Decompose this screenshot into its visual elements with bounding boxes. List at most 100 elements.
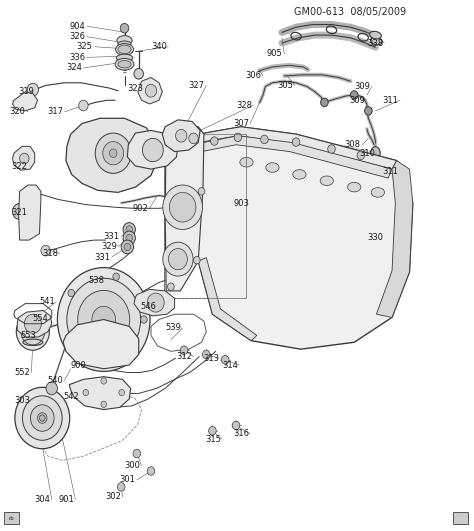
Text: 309: 309 [349, 96, 365, 105]
Text: 546: 546 [140, 302, 156, 311]
Bar [164, 134, 246, 298]
Text: 905: 905 [266, 49, 282, 58]
Text: 540: 540 [47, 376, 63, 385]
Text: 321: 321 [11, 208, 27, 217]
Polygon shape [128, 131, 178, 169]
Ellipse shape [370, 31, 381, 39]
Text: 325: 325 [76, 42, 92, 52]
Circle shape [68, 289, 74, 297]
Circle shape [320, 98, 328, 107]
Text: 902: 902 [132, 204, 148, 213]
Circle shape [221, 356, 229, 364]
Circle shape [133, 449, 141, 458]
Text: 538: 538 [88, 276, 104, 285]
Circle shape [118, 483, 125, 491]
Circle shape [193, 256, 200, 264]
Text: GM00-613  08/05/2009: GM00-613 08/05/2009 [294, 7, 406, 18]
Polygon shape [162, 120, 200, 152]
Text: 301: 301 [120, 475, 136, 484]
Circle shape [103, 142, 124, 165]
Text: 319: 319 [18, 87, 35, 96]
Circle shape [168, 249, 187, 270]
Circle shape [189, 133, 198, 144]
Text: 900: 900 [71, 361, 86, 370]
Circle shape [113, 358, 119, 366]
Polygon shape [12, 92, 37, 111]
Ellipse shape [117, 36, 132, 45]
Circle shape [234, 133, 242, 142]
Ellipse shape [118, 61, 131, 68]
Circle shape [79, 100, 88, 111]
Text: 305: 305 [277, 81, 293, 90]
Ellipse shape [116, 54, 133, 62]
Circle shape [123, 231, 136, 245]
Polygon shape [376, 161, 413, 318]
Circle shape [123, 222, 136, 236]
Text: 308: 308 [345, 140, 361, 149]
Circle shape [146, 84, 156, 97]
Bar [4, 512, 18, 524]
Circle shape [124, 243, 131, 251]
Text: 552: 552 [14, 368, 30, 377]
Ellipse shape [92, 338, 115, 344]
Text: 542: 542 [63, 392, 79, 401]
Text: 326: 326 [69, 32, 85, 41]
Circle shape [292, 138, 300, 147]
Text: 539: 539 [165, 323, 181, 332]
Circle shape [163, 185, 202, 229]
Circle shape [169, 192, 196, 222]
Ellipse shape [94, 339, 113, 343]
Text: 317: 317 [47, 107, 63, 116]
Circle shape [147, 467, 155, 475]
Polygon shape [17, 311, 52, 337]
Circle shape [41, 245, 50, 256]
Circle shape [95, 133, 131, 173]
Text: 338: 338 [367, 39, 383, 48]
Ellipse shape [371, 147, 380, 160]
Circle shape [15, 387, 70, 449]
Text: 310: 310 [359, 149, 375, 158]
Text: 304: 304 [35, 495, 51, 504]
Text: 553: 553 [20, 331, 36, 340]
Circle shape [164, 209, 170, 216]
Circle shape [126, 234, 133, 242]
Circle shape [46, 382, 57, 395]
Circle shape [141, 316, 147, 323]
Ellipse shape [266, 163, 279, 172]
Circle shape [113, 273, 119, 280]
Ellipse shape [240, 158, 253, 167]
Text: 554: 554 [33, 314, 48, 323]
Ellipse shape [293, 169, 306, 179]
Circle shape [261, 135, 268, 144]
Circle shape [67, 278, 141, 361]
Circle shape [16, 313, 49, 350]
Text: 327: 327 [189, 81, 205, 90]
Ellipse shape [120, 23, 129, 33]
Circle shape [198, 187, 205, 195]
Circle shape [12, 203, 27, 219]
Circle shape [126, 226, 133, 233]
Text: 311: 311 [383, 96, 399, 105]
Circle shape [147, 293, 164, 312]
Polygon shape [201, 136, 392, 178]
Circle shape [57, 268, 150, 371]
Circle shape [19, 153, 29, 164]
Circle shape [202, 350, 210, 359]
Circle shape [167, 283, 174, 290]
Ellipse shape [116, 44, 134, 55]
Circle shape [328, 145, 335, 153]
Text: 331: 331 [94, 253, 110, 262]
Circle shape [209, 426, 216, 435]
Polygon shape [69, 376, 131, 409]
Text: 320: 320 [9, 107, 25, 116]
Circle shape [232, 421, 240, 430]
Text: 903: 903 [233, 199, 249, 208]
Polygon shape [165, 127, 204, 291]
Text: 322: 322 [11, 162, 27, 172]
Text: 329: 329 [101, 243, 117, 252]
Circle shape [101, 401, 107, 407]
Text: 314: 314 [222, 361, 238, 370]
Circle shape [210, 137, 218, 145]
Polygon shape [18, 185, 41, 240]
Circle shape [119, 389, 125, 396]
